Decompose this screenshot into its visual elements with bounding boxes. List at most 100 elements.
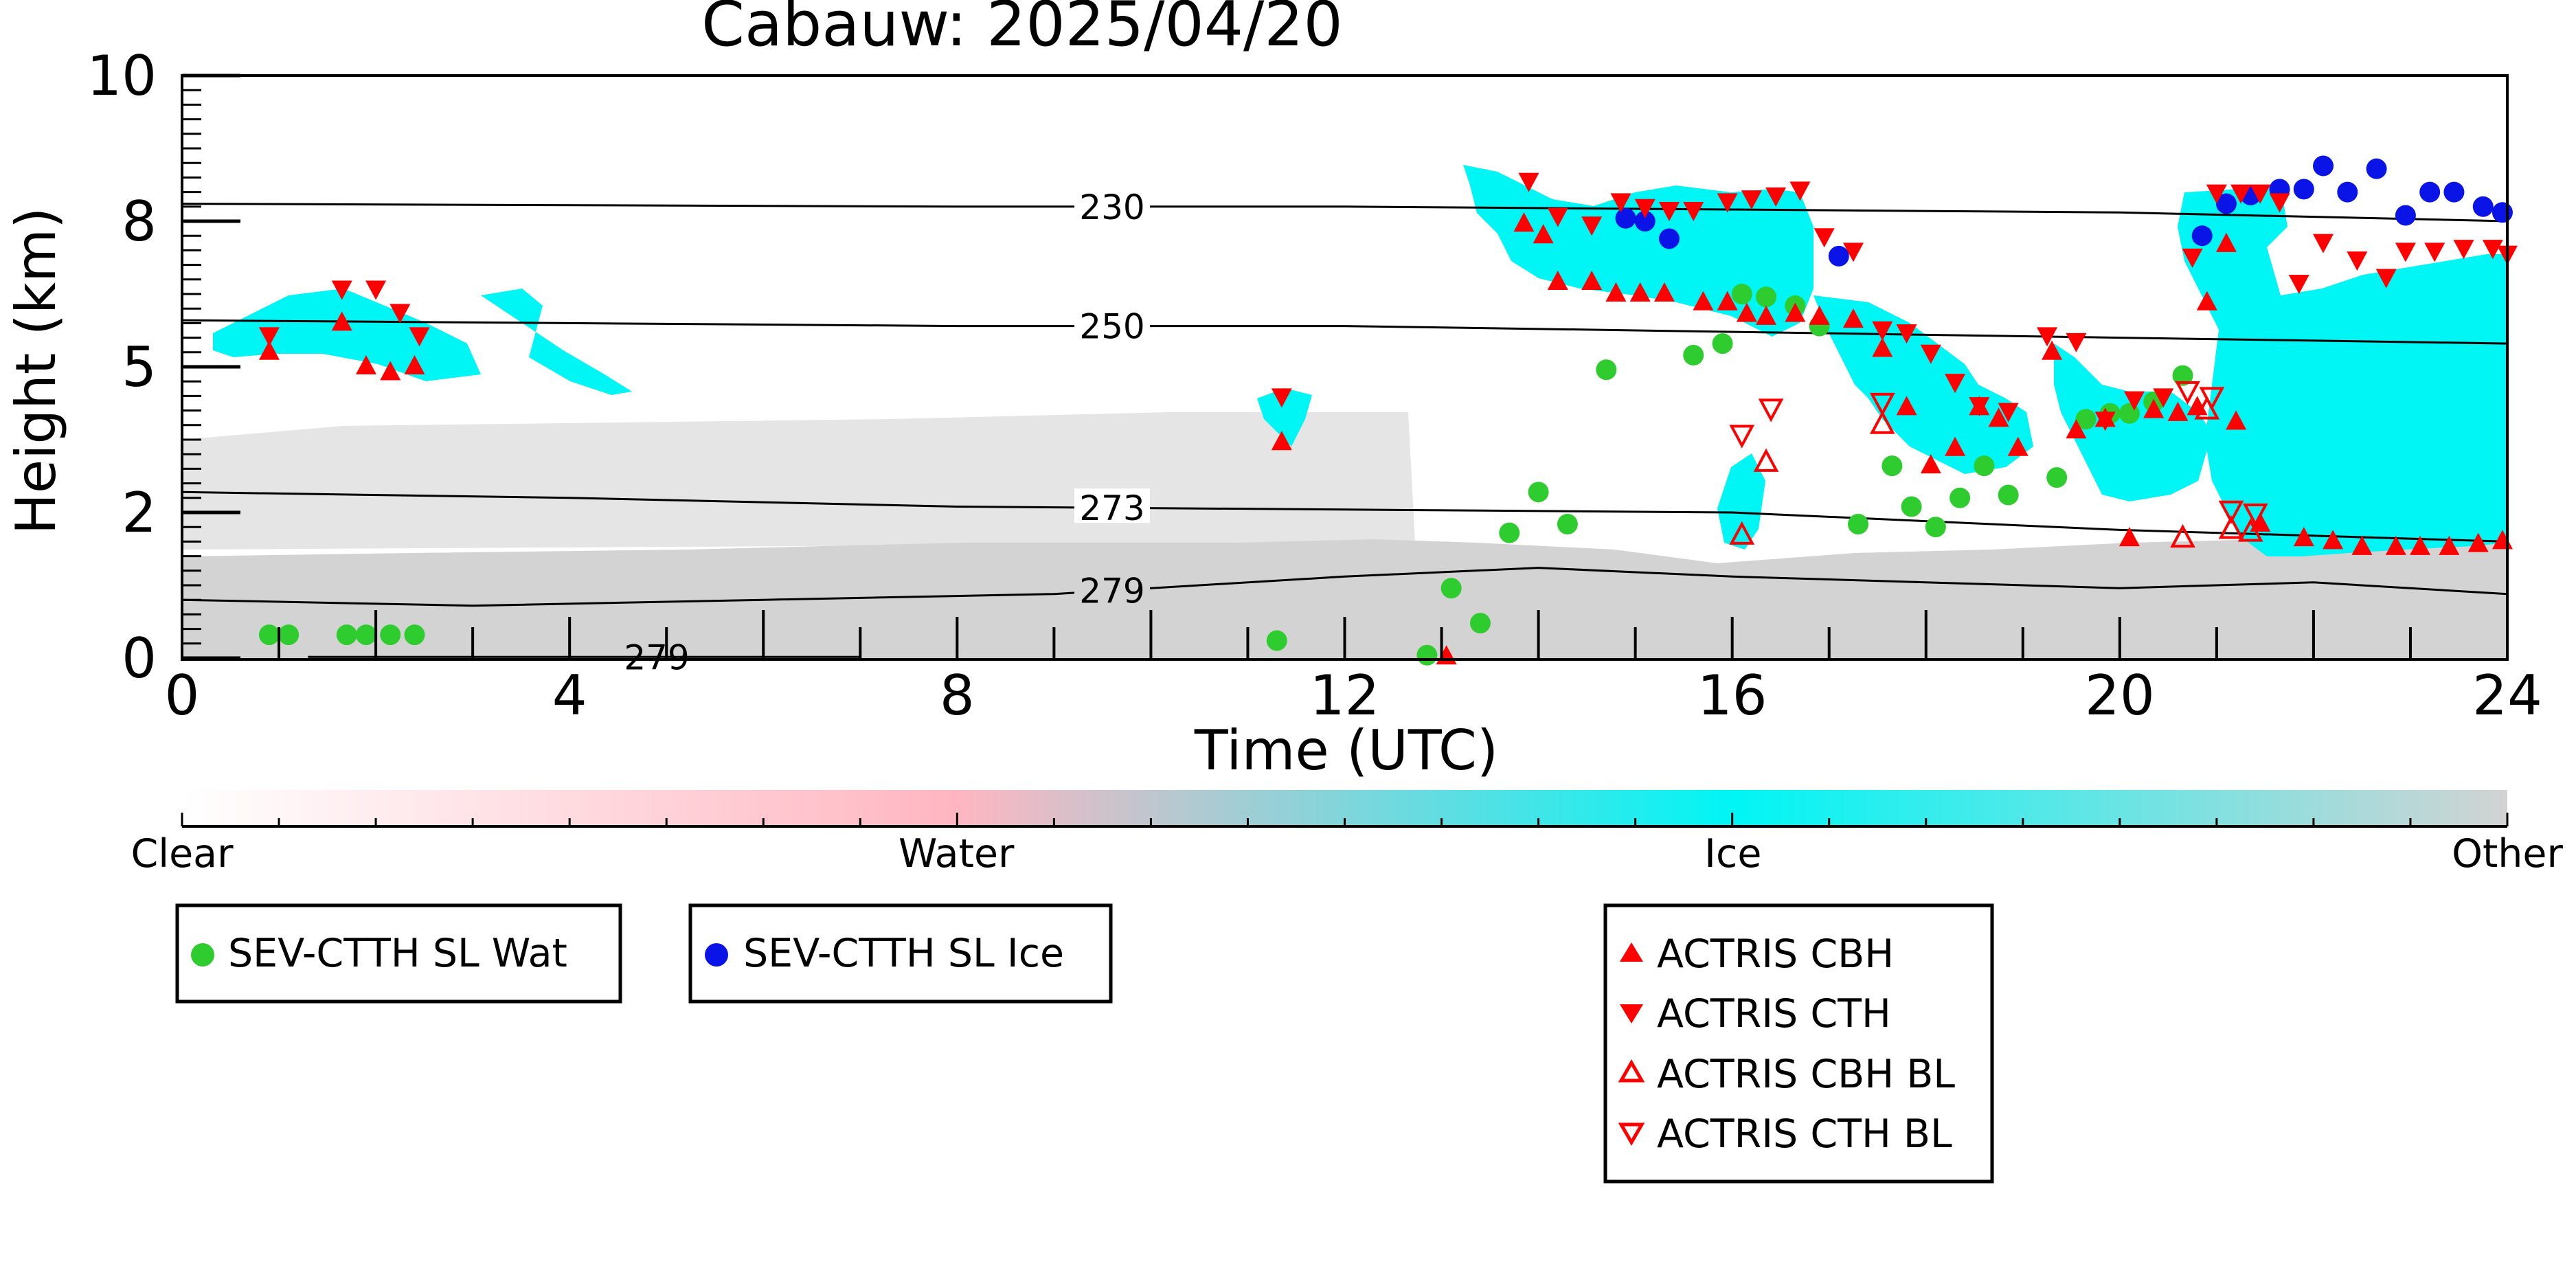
ice-cloud-region-7 — [2178, 185, 2507, 556]
marker-actris-cbh — [1872, 337, 1893, 357]
marker-actris-cbh-bl — [1729, 521, 1755, 545]
isotherm-line — [182, 490, 2507, 543]
x-tick-label: 20 — [2085, 664, 2155, 727]
marker-actris-cbh — [1809, 305, 1830, 325]
marker-sev-ctth-sl-wat — [1596, 359, 1617, 381]
marker-actris-cth — [1634, 199, 1656, 218]
legend-label-cth: ACTRIS CTH — [1657, 991, 1891, 1037]
isotherm-lines — [182, 203, 2507, 658]
marker-sev-ctth-sl-wat — [1756, 286, 1777, 308]
isotherm-label: 230 — [1079, 188, 1144, 227]
marker-actris-cbh — [2351, 535, 2373, 555]
marker-actris-cbh — [1605, 282, 1627, 302]
marker-sev-ctth-sl-wat — [1683, 345, 1704, 366]
ice-cloud-region-2 — [481, 289, 632, 395]
marker-sev-ctth-sl-ice — [2337, 181, 2358, 203]
isotherm-line — [182, 319, 2507, 345]
isotherm-label-bg — [1074, 187, 1150, 222]
marker-actris-cbh — [2226, 410, 2247, 430]
marker-sev-ctth-sl-ice — [2293, 179, 2314, 200]
marker-actris-cbh — [1533, 224, 1554, 244]
marker-actris-cbh — [2119, 527, 2140, 547]
isotherm-label: 250 — [1079, 307, 1144, 347]
marker-actris-cth — [2424, 242, 2445, 262]
marker-actris-cbh-bl — [2218, 515, 2244, 539]
marker-sev-ctth-sl-wat — [1950, 487, 1971, 508]
marker-actris-cth — [1581, 216, 1603, 236]
marker-actris-cth — [1765, 187, 1787, 207]
marker-sev-ctth-sl-wat — [336, 624, 357, 646]
marker-actris-cth — [1271, 388, 1292, 408]
legend-label-ice: SEV-CTTH SL Ice — [743, 931, 1064, 976]
y-tick-label: 2 — [122, 481, 157, 545]
isotherm-label: 273 — [1079, 488, 1144, 528]
marker-sev-ctth-sl-ice — [2395, 205, 2416, 226]
marker-sev-ctth-sl-wat — [258, 624, 280, 646]
marker-actris-cth — [2094, 411, 2116, 431]
isotherm-label-bg — [1074, 306, 1150, 341]
marker-actris-cbh — [2042, 340, 2063, 360]
colorbar-label: Ice — [1704, 831, 1761, 877]
marker-actris-cth — [2288, 275, 2309, 295]
x-tick-label: 24 — [2472, 664, 2542, 727]
marker-sev-ctth-sl-wat — [2075, 409, 2097, 430]
marker-actris-cth — [1969, 397, 1990, 417]
marker-actris-cth-bl — [2175, 381, 2200, 405]
y-axis-label: Height (km) — [4, 207, 68, 535]
marker-sev-ctth-sl-wat — [1901, 496, 1922, 517]
marker-actris-cbh — [1513, 212, 1535, 232]
marker-sev-ctth-sl-wat — [1499, 522, 1520, 543]
isotherm-label: 279 — [1079, 572, 1144, 611]
marker-actris-cth — [1842, 242, 1864, 262]
legend-marker-cth-bl — [1618, 1122, 1645, 1146]
marker-actris-cbh — [2215, 232, 2237, 252]
marker-actris-cbh — [2385, 535, 2406, 555]
isotherm-label: 279 — [624, 637, 689, 677]
marker-sev-ctth-sl-wat — [1848, 513, 1869, 534]
isotherm-line — [182, 203, 2507, 223]
marker-actris-cbh — [2007, 436, 2029, 456]
legend-marker-cbh — [1620, 942, 1643, 962]
legend-label-cth-bl: ACTRIS CTH BL — [1657, 1111, 1952, 1157]
marker-actris-cth — [2313, 234, 2334, 253]
marker-actris-cth — [409, 327, 430, 347]
marker-sev-ctth-sl-wat — [1416, 644, 1438, 666]
marker-sev-ctth-sl-wat — [1712, 333, 1733, 354]
marker-actris-cth — [2066, 332, 2087, 352]
marker-sev-ctth-sl-ice — [2443, 181, 2465, 203]
marker-actris-cbh — [404, 355, 425, 374]
marker-actris-cth — [2375, 269, 2397, 289]
legend-actris: ACTRIS CBH ACTRIS CTH ACTRIS CBH BL ACTR… — [1603, 903, 1994, 1184]
marker-actris-cbh — [1581, 271, 1603, 291]
plot-area: 230 250 273 279 279 — [181, 74, 2518, 677]
marker-sev-ctth-sl-ice — [1828, 245, 1849, 267]
marker-actris-cbh — [2410, 535, 2431, 555]
legend-marker-ice — [705, 943, 728, 967]
marker-actris-cth — [2182, 248, 2203, 268]
marker-sev-ctth-sl-ice — [2313, 155, 2334, 177]
colorbar-label: Other — [2452, 831, 2563, 877]
marker-actris-cbh — [2187, 396, 2208, 416]
marker-actris-cth — [1741, 190, 1762, 210]
marker-sev-ctth-sl-wat — [278, 624, 300, 646]
y-tick-labels: 0 2 5 8 10 — [87, 44, 157, 690]
marker-actris-cbh — [1842, 308, 1864, 328]
y-major-ticks — [182, 74, 240, 660]
legend-box — [1603, 903, 1994, 1184]
marker-actris-cth-bl — [2218, 500, 2244, 524]
marker-actris-cth-bl — [2199, 387, 2225, 411]
marker-sev-ctth-sl-wat — [1440, 578, 1462, 599]
x-axis: 0 4 8 12 16 20 24 Time (UTC) — [165, 610, 2542, 782]
marker-actris-cbh — [2467, 532, 2489, 552]
marker-sev-ctth-sl-wat — [2046, 467, 2068, 488]
marker-actris-cbh — [1988, 407, 2009, 427]
marker-actris-cth — [1920, 344, 1941, 364]
isotherm-label-bg — [1074, 488, 1150, 523]
x-tick-label: 16 — [1697, 664, 1767, 727]
isotherm-labels: 230 250 273 279 279 — [624, 187, 1150, 677]
marker-actris-cth — [1814, 228, 1835, 248]
x-ticks — [181, 610, 2509, 658]
x-tick-label: 4 — [552, 664, 587, 727]
marker-sev-ctth-sl-wat — [1998, 484, 2019, 506]
